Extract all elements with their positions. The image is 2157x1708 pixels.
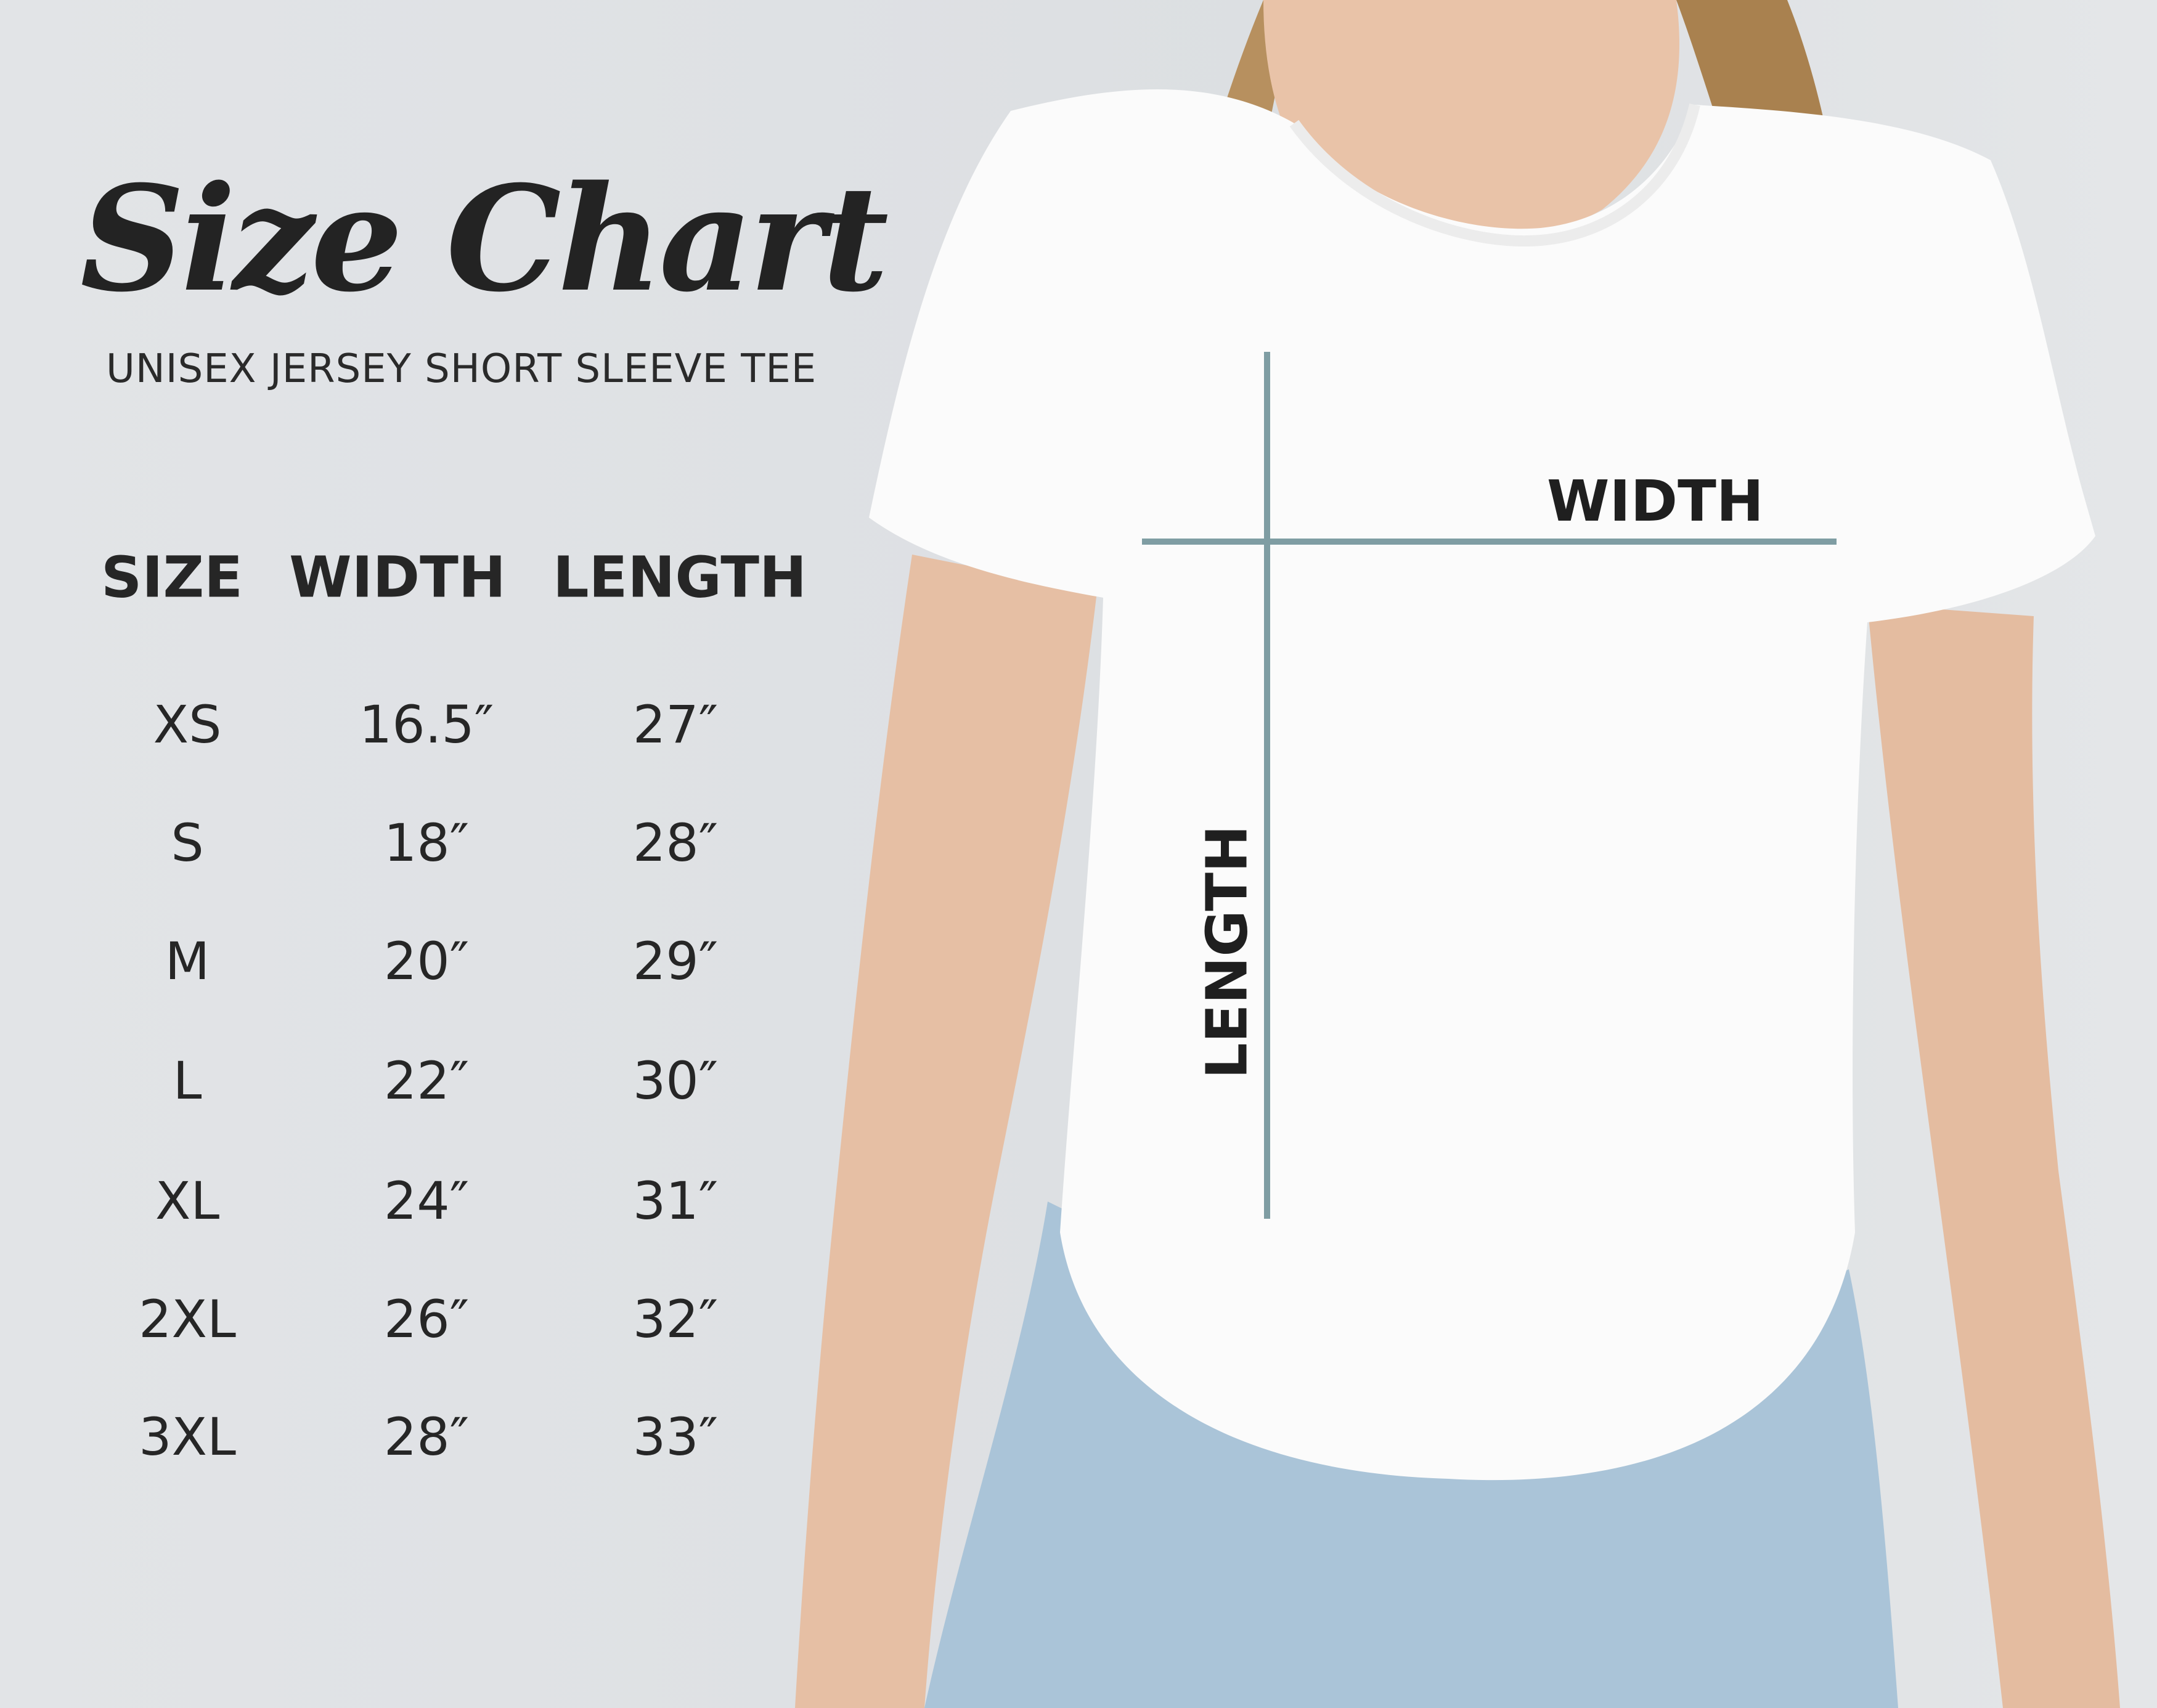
cell-size: M: [165, 931, 210, 991]
neck: [1263, 0, 1679, 237]
cell-width: 22″: [383, 1051, 470, 1111]
cell-size: S: [171, 813, 204, 873]
column-header-size: SIZE: [100, 544, 243, 611]
cell-length: 27″: [632, 694, 719, 755]
cell-width: 20″: [383, 931, 470, 991]
cell-length: 30″: [632, 1051, 719, 1111]
cell-length: 32″: [632, 1289, 719, 1349]
cell-width: 28″: [383, 1407, 470, 1467]
cell-width: 26″: [383, 1289, 470, 1349]
cell-size: XS: [153, 694, 222, 755]
cell-size: L: [173, 1051, 202, 1111]
right-arm: [1867, 604, 2120, 1708]
cell-length: 33″: [632, 1407, 719, 1467]
length-label: LENGTH: [1194, 824, 1260, 1080]
width-measure-line: [1142, 539, 1837, 545]
cell-size: XL: [155, 1171, 220, 1231]
column-header-width: WIDTH: [289, 544, 506, 611]
cell-width: 16.5″: [359, 694, 494, 755]
cell-length: 28″: [632, 813, 719, 873]
page-title: Size Chart: [80, 154, 889, 324]
cell-width: 24″: [383, 1171, 470, 1231]
product-subtitle: UNISEX JERSEY SHORT SLEEVE TEE: [106, 346, 817, 392]
cell-size: 3XL: [139, 1407, 236, 1467]
cell-length: 31″: [632, 1171, 719, 1231]
cell-width: 18″: [383, 813, 470, 873]
collar: [1289, 103, 1700, 246]
cell-size: 2XL: [139, 1289, 236, 1349]
width-label: WIDTH: [1547, 468, 1764, 534]
length-measure-line: [1264, 352, 1270, 1219]
cell-length: 29″: [632, 931, 719, 991]
column-header-length: LENGTH: [552, 544, 807, 611]
left-arm: [795, 555, 1097, 1708]
t-shirt: [869, 89, 2095, 1481]
